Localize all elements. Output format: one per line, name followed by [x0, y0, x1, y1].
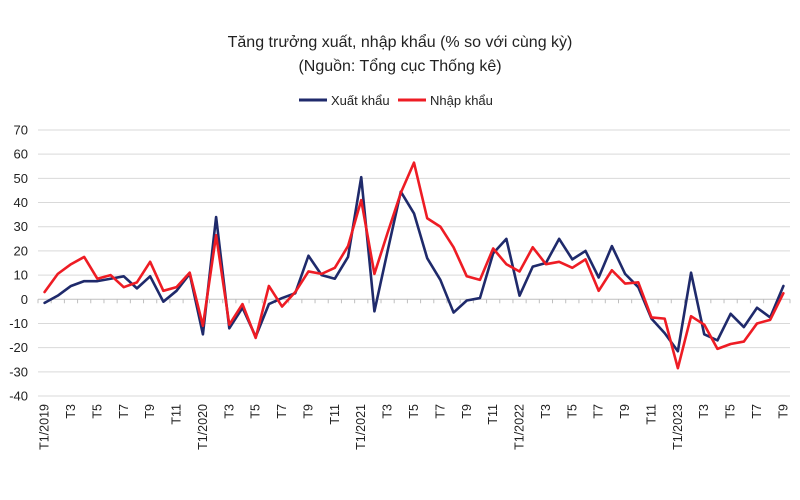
x-tick-label: T3	[539, 404, 553, 419]
x-tick-label: T1/2020	[196, 404, 210, 450]
chart-title: Tăng trưởng xuất, nhập khẩu (% so với cù…	[228, 33, 573, 51]
x-tick-label: T7	[275, 404, 289, 419]
legend: Xuất khẩu Nhập khẩu	[299, 93, 493, 108]
gridlines	[38, 129, 790, 397]
x-tick-label: T5	[249, 404, 263, 419]
x-tick-label: T9	[776, 404, 790, 419]
legend-item-xuat-khau: Xuất khẩu	[299, 93, 390, 108]
x-tick-label: T9	[143, 404, 157, 419]
x-tick-label: T1/2022	[513, 404, 527, 450]
x-tick-label: T9	[301, 404, 315, 419]
x-tick-label: T9	[460, 404, 474, 419]
x-tick-label: T11	[486, 404, 500, 425]
y-tick-label: -40	[9, 389, 28, 404]
x-tick-label: T5	[565, 404, 579, 419]
y-tick-label: 0	[21, 292, 28, 307]
x-tick-label: T1/2019	[38, 404, 52, 450]
x-tick-label: T7	[117, 404, 131, 419]
x-tick-label: T3	[381, 404, 395, 419]
y-tick-label: -20	[9, 340, 28, 355]
x-tick-label: T11	[170, 404, 184, 425]
x-tick-label: T7	[433, 404, 447, 419]
legend-item-nhap-khau: Nhập khẩu	[398, 93, 493, 108]
x-tick-label: T11	[328, 404, 342, 425]
legend-label-xuat-khau: Xuất khẩu	[331, 93, 390, 108]
series-line-xuat-khau	[43, 175, 785, 353]
x-tick-label: T7	[750, 404, 764, 419]
y-tick-label: 60	[14, 147, 28, 162]
series-line-nhap-khau	[43, 161, 785, 370]
y-tick-label: 30	[14, 219, 28, 234]
x-tick-label: T5	[407, 404, 421, 419]
x-tick-label: T5	[724, 404, 738, 419]
x-tick-label: T1/2021	[354, 404, 368, 450]
y-tick-label: 40	[14, 195, 28, 210]
x-tick-label: T7	[592, 404, 606, 419]
x-tick-label: T1/2023	[671, 404, 685, 450]
x-tick-label: T5	[90, 404, 104, 419]
x-tick-label: T3	[697, 404, 711, 419]
y-tick-label: 70	[14, 123, 28, 138]
series-layer	[43, 161, 785, 370]
x-axis: T1/2019 T3 T5 T7 T9 T11 T1/2020 T3 T5 T7 T9 T11 T1/2…	[37, 298, 791, 450]
y-tick-label: -10	[9, 316, 28, 331]
y-axis: -40 -30 -20 -10 0 10 20 30 40 50 60 70	[9, 123, 28, 404]
legend-label-nhap-khau: Nhập khẩu	[430, 93, 493, 108]
chart-subtitle: (Nguồn: Tổng cục Thống kê)	[298, 57, 501, 75]
x-tick-label: T3	[222, 404, 236, 419]
y-tick-label: 10	[14, 268, 28, 283]
y-tick-label: 50	[14, 171, 28, 186]
x-tick-label: T9	[618, 404, 632, 419]
x-tick-label: T3	[64, 404, 78, 419]
x-tick-label: T11	[644, 404, 658, 425]
y-tick-label: -30	[9, 364, 28, 379]
y-tick-label: 20	[14, 243, 28, 258]
